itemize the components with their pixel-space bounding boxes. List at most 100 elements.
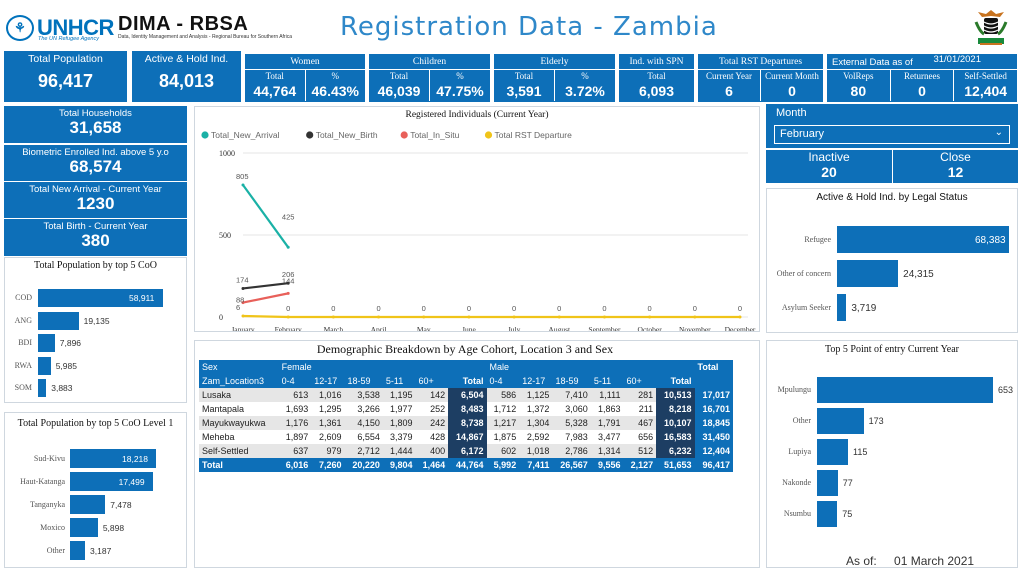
table-cell: 1,897 <box>285 432 309 442</box>
series-line[interactable] <box>242 314 740 319</box>
legal-status-title: Active & Hold Ind. by Legal Status <box>816 192 968 203</box>
data-point[interactable] <box>331 315 335 319</box>
data-point[interactable] <box>241 301 245 305</box>
table-row[interactable]: Lusaka 613 1,016 3,538 1,195 142 6,504 586 1,125… <box>199 388 733 402</box>
row-total-cell: 17,017 <box>694 388 733 402</box>
coo-bar[interactable] <box>38 289 163 307</box>
table-cell: 2,712 <box>357 446 380 456</box>
cohort-header-total <box>695 374 734 388</box>
coo-level1-bar[interactable] <box>70 541 86 560</box>
data-label: 0 <box>331 304 335 313</box>
coo-bar[interactable] <box>38 311 79 330</box>
data-point[interactable] <box>422 315 426 319</box>
cohort-header: 0-4 <box>281 376 295 386</box>
data-point[interactable] <box>557 315 561 319</box>
entry-point-bar[interactable] <box>817 439 848 465</box>
data-point[interactable] <box>286 245 290 249</box>
data-point[interactable] <box>648 315 652 319</box>
coo-level1-bar[interactable] <box>70 495 106 514</box>
table-cell: 1,791 <box>597 418 621 428</box>
households-card: Total Households 31,658 <box>4 106 187 143</box>
legend-label[interactable]: Total RST Departure <box>495 130 573 140</box>
coo-value: 7,896 <box>59 338 82 348</box>
location-cell: Lusaka <box>202 390 232 400</box>
table-row[interactable]: Mantapala 1,693 1,295 3,266 1,977 252 8,483 1,7… <box>199 402 733 416</box>
data-point[interactable] <box>467 315 471 319</box>
entry-point-bar[interactable] <box>817 501 838 527</box>
data-label: 0 <box>693 304 697 313</box>
returnees-label: Returnees <box>904 71 940 81</box>
coo-level1-bar[interactable] <box>70 449 156 468</box>
legal-status-value: 24,315 <box>903 268 934 280</box>
entry-point-value: 75 <box>842 509 853 519</box>
coo-level1-bar[interactable] <box>70 518 98 537</box>
x-tick-label: April <box>371 325 387 331</box>
table-cell: 211 <box>638 404 654 414</box>
table-cell: 142 <box>430 390 446 400</box>
cohort-header: 60+ <box>418 376 434 386</box>
children-card: Children Total 46,039 % 47.75% <box>369 54 490 102</box>
legal-status-bar[interactable] <box>837 226 1009 253</box>
footer-label: Total <box>202 460 223 470</box>
data-point[interactable] <box>512 315 516 319</box>
coo-bar[interactable] <box>38 379 47 397</box>
x-tick-label: March <box>324 325 344 331</box>
row-total-cell: 16,701 <box>694 402 733 416</box>
x-tick-label: August <box>548 325 571 331</box>
legend-label[interactable]: Total_New_Arrival <box>211 130 280 140</box>
data-label: 88 <box>236 296 244 305</box>
x-tick-label: November <box>679 325 711 331</box>
volreps-label: VolReps <box>843 71 874 81</box>
data-point[interactable] <box>241 286 245 290</box>
month-select[interactable]: February ⌄ <box>774 125 1010 144</box>
coo-label: ANG <box>14 315 32 325</box>
line-chart-title: Registered Individuals (Current Year) <box>405 110 549 120</box>
data-point[interactable] <box>286 281 290 285</box>
location-cell: Mayukwayukwa <box>202 418 266 428</box>
total-population-label: Total Population <box>28 53 103 65</box>
coo-value: 58,911 <box>129 293 155 303</box>
legend-label[interactable]: Total_New_Birth <box>316 130 378 140</box>
table-row[interactable]: Meheba 1,897 2,609 6,554 3,379 428 14,867 1,875… <box>199 430 733 444</box>
series-line[interactable] <box>242 282 289 290</box>
table-cell: 3,266 <box>357 404 380 414</box>
data-point[interactable] <box>241 183 245 187</box>
zambia-coat-of-arms-icon <box>974 10 1008 45</box>
legal-status-bar[interactable] <box>837 294 847 321</box>
entry-point-label: Lupiya <box>788 447 811 456</box>
data-point[interactable] <box>377 315 381 319</box>
data-point[interactable] <box>693 315 697 319</box>
coo-bar[interactable] <box>38 356 51 375</box>
male-header: Male <box>489 362 510 372</box>
data-point[interactable] <box>286 315 290 319</box>
entry-point-bar[interactable] <box>817 408 864 434</box>
data-label: 6 <box>236 303 240 312</box>
data-label: 425 <box>282 212 295 221</box>
entry-point-bar[interactable] <box>817 470 838 496</box>
table-row[interactable]: Self-Settled 637 979 2,712 1,444 400 6,172 602 1… <box>199 444 733 458</box>
table-cell: 428 <box>430 432 446 442</box>
data-point[interactable] <box>286 291 290 295</box>
table-footer-row: Total 6,016 7,260 20,220 9,804 1,464 44,764 5,9… <box>199 458 733 472</box>
data-point[interactable] <box>241 314 245 318</box>
coo-bar[interactable] <box>38 334 55 352</box>
table-cell: 979 <box>326 446 342 456</box>
entry-point-bar[interactable] <box>817 377 993 403</box>
table-row[interactable]: Mayukwayukwa 1,176 1,361 4,150 1,809 242 8,738… <box>199 416 733 430</box>
self-settled-value: 12,404 <box>964 83 1008 99</box>
children-pct-value: 47.75% <box>436 83 484 99</box>
coo-level1-bar[interactable] <box>70 472 153 491</box>
legal-status-bar[interactable] <box>837 260 899 287</box>
coo-value: 3,883 <box>51 383 73 393</box>
data-label: 0 <box>286 304 290 313</box>
data-point[interactable] <box>602 315 606 319</box>
series-line[interactable] <box>242 292 289 304</box>
table-cell: 16,583 <box>656 430 695 444</box>
data-point[interactable] <box>738 315 742 319</box>
elderly-total-label: Total <box>514 71 534 81</box>
legal-status-label: Refugee <box>804 234 831 244</box>
data-label: 0 <box>557 304 561 313</box>
legend-label[interactable]: Total_In_Situ <box>410 130 459 140</box>
table-cell: 3,538 <box>357 390 380 400</box>
series-line[interactable] <box>242 184 290 248</box>
